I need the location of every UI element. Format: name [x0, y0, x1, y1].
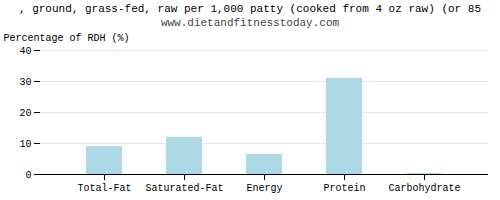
svg-text:10: 10: [19, 139, 31, 150]
svg-text:20: 20: [19, 108, 31, 119]
svg-text:30: 30: [19, 77, 31, 88]
html-text:, ground, grass-fed, raw per 1: , ground, grass-fed, raw per 1,000 patty…: [19, 3, 481, 15]
svg-text:40: 40: [19, 46, 31, 57]
html-text:www.dietandfitnesstoday.com: www.dietandfitnesstoday.com: [160, 17, 340, 29]
svg-text:0: 0: [25, 170, 31, 181]
svg-text:Percentage of RDH (%): Percentage of RDH (%): [4, 33, 130, 44]
svg-text:Energy: Energy: [246, 183, 282, 194]
svg-text:Protein: Protein: [323, 183, 365, 194]
svg-text:Carbohydrate: Carbohydrate: [388, 183, 460, 194]
svg-text:Total-Fat: Total-Fat: [77, 183, 131, 194]
svg-text:Saturated-Fat: Saturated-Fat: [145, 183, 223, 194]
